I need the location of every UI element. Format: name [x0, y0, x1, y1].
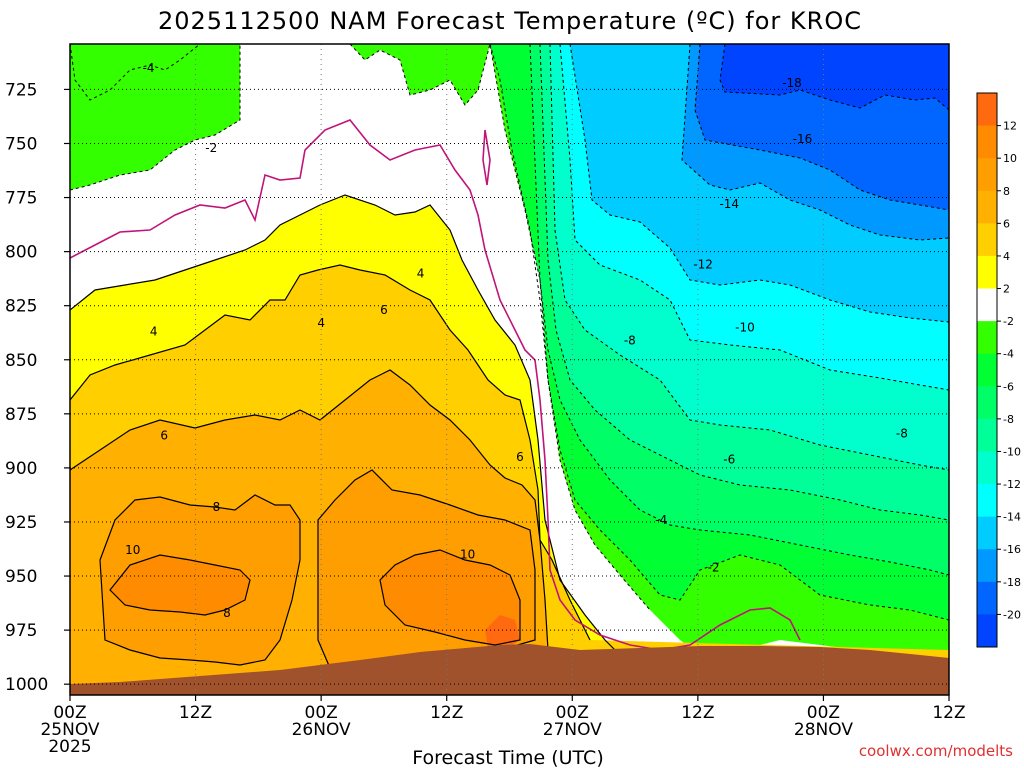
contour-label: -8	[896, 426, 908, 440]
chart-title: 2025112500 NAM Forecast Temperature (ºC)…	[158, 7, 862, 35]
contour-label: -4	[655, 513, 667, 527]
colorbar-swatch	[977, 223, 997, 257]
x-tick-label: 26NOV	[292, 720, 351, 740]
colorbar-swatch	[977, 451, 997, 485]
x-tick-label: 12Z	[681, 703, 714, 723]
colorbar-tick-label: 4	[1003, 250, 1010, 263]
colorbar-tick-label: 6	[1003, 217, 1010, 230]
contour-label: -6	[723, 452, 735, 466]
x-axis-title: Forecast Time (UTC)	[412, 747, 603, 768]
x-tick-label: 00Z	[556, 703, 589, 723]
x-tick-label: 12Z	[932, 703, 965, 723]
contour-label: -16	[793, 132, 813, 146]
credit-link[interactable]: coolwx.com/modelts	[859, 742, 1013, 760]
y-tick-label: 1000	[5, 675, 48, 695]
y-tick-label: 875	[5, 405, 37, 425]
y-tick-label: 825	[5, 297, 37, 317]
colorbar-tick-label: 10	[1003, 152, 1017, 165]
contour-label: -14	[719, 197, 739, 211]
colorbar-swatch	[977, 255, 997, 290]
x-tick-label: 28NOV	[794, 720, 853, 740]
contour-label: 10	[125, 543, 140, 557]
y-tick-label: 850	[5, 351, 37, 371]
colorbar-swatch	[977, 581, 997, 615]
contour-label: -2	[708, 560, 720, 574]
contour-label: 4	[150, 325, 158, 339]
contour-label: 8	[223, 606, 231, 620]
x-tick-label: 00Z	[53, 703, 86, 723]
plot-area	[70, 44, 949, 695]
contour-label: -2	[205, 141, 217, 155]
band-plus-10	[110, 550, 520, 645]
contour-label: -4	[142, 61, 154, 75]
colorbar-tick-label: -2	[1003, 315, 1014, 328]
x-tick-label: 00Z	[305, 703, 338, 723]
colorbar-swatch	[977, 93, 997, 127]
y-tick-label: 975	[5, 621, 37, 641]
y-tick-label: 800	[5, 243, 37, 263]
contour-label: 6	[516, 450, 524, 464]
x-tick-label: 27NOV	[543, 720, 602, 740]
contour-label: 4	[317, 316, 325, 330]
colorbar-swatch	[977, 158, 997, 192]
contour-label: 6	[160, 428, 168, 442]
y-tick-label: 925	[5, 513, 37, 533]
contours-negative	[70, 44, 949, 621]
contour-label: 10	[460, 547, 475, 561]
contour-label: -12	[693, 258, 713, 272]
colorbar-swatch	[977, 321, 997, 355]
x-tick-label: 2025	[48, 737, 91, 757]
contour-label: -8	[624, 333, 636, 347]
contour-label: 4	[417, 266, 425, 280]
colorbar-tick-label: -12	[1003, 478, 1021, 491]
colorbar-tick-label: -14	[1003, 511, 1021, 524]
colorbar-tick-label: 8	[1003, 185, 1010, 198]
y-tick-label: 950	[5, 567, 37, 587]
colorbar-tick-label: -6	[1003, 380, 1014, 393]
colorbar-swatch	[977, 614, 997, 648]
colorbar-tick-label: -20	[1003, 608, 1021, 621]
colorbar-tick-label: 12	[1003, 120, 1017, 133]
contour-label: -10	[735, 320, 755, 334]
x-tick-label: 12Z	[179, 703, 212, 723]
contour-label: -18	[782, 76, 802, 90]
x-tick-label: 25NOV	[40, 720, 99, 740]
colorbar-swatch	[977, 516, 997, 550]
y-tick-label: 750	[5, 134, 37, 154]
y-tick-label: 900	[5, 459, 37, 479]
colorbar-swatch	[977, 549, 997, 583]
grid	[69, 44, 950, 695]
colorbar-swatch	[977, 484, 997, 518]
colorbar-swatch	[977, 190, 997, 224]
contour-label: 6	[380, 303, 388, 317]
colorbar-tick-label: -16	[1003, 543, 1021, 556]
y-tick-label: 775	[5, 189, 37, 209]
colorbar-tick-label: -8	[1003, 413, 1014, 426]
y-tick-label: 725	[5, 80, 37, 100]
colorbar-tick-label: -10	[1003, 445, 1021, 458]
contour-labels: -4 -2 4 4 6 4 6 8 10 8 10 6 -18 -16 -14 -12 -10 -8 -8 -6 -4 -…	[125, 61, 908, 620]
colorbar-swatch	[977, 386, 997, 420]
colorbar-swatch	[977, 353, 997, 387]
contour-label: 8	[213, 500, 221, 514]
colorbar-swatch	[977, 125, 997, 159]
colorbar-swatch	[977, 418, 997, 452]
plot-frame	[69, 43, 950, 696]
x-tick-label: 00Z	[807, 703, 840, 723]
colorbar-tick-label: 2	[1003, 283, 1010, 296]
colorbar-frame	[976, 92, 998, 648]
freezing-line	[70, 119, 801, 651]
colorbar-tick-label: -18	[1003, 576, 1021, 589]
colorbar-tick-label: -4	[1003, 348, 1014, 361]
ground	[70, 644, 949, 695]
x-tick-label: 12Z	[430, 703, 463, 723]
y-axis: 725 750 775 800 825 850 875 900 925 950 975 1000	[5, 80, 70, 695]
colorbar-swatch	[977, 288, 997, 322]
colorbar: 12 10 8 6 4 2 -2 -4 -6 -8 -10 -12 -14 -16 -18 -20	[976, 92, 1021, 648]
